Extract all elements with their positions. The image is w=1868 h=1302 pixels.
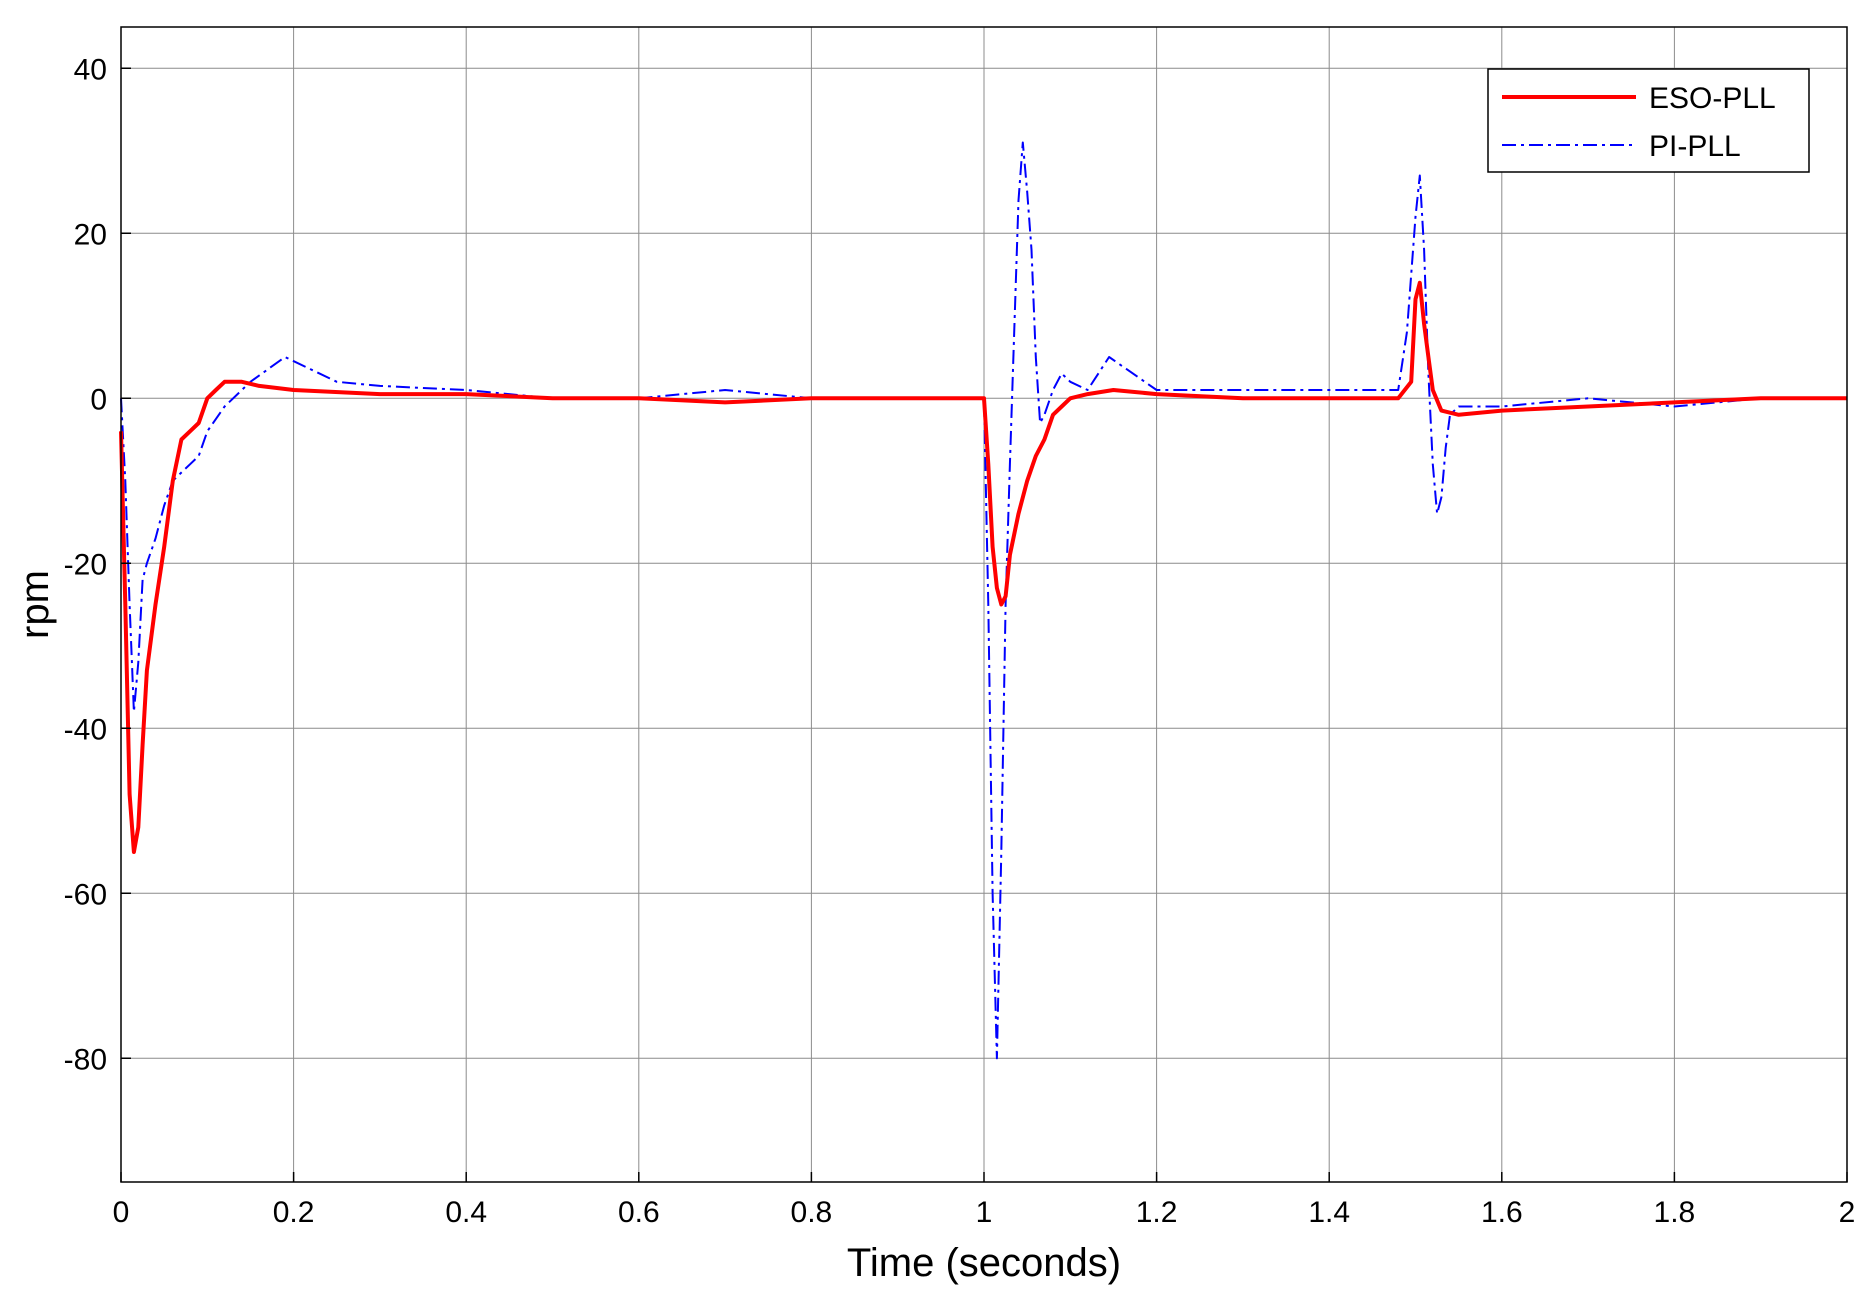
y-tick-label: -60 (64, 878, 107, 911)
x-tick-label: 0.8 (791, 1196, 833, 1229)
series-line-eso-pll (119, 280, 1847, 854)
legend: ESO-PLL PI-PLL (1487, 68, 1810, 173)
y-tick-label: -80 (64, 1043, 107, 1076)
y-tick-label: 40 (74, 53, 107, 86)
y-tick-label: -40 (64, 713, 107, 746)
series-lines (119, 141, 1847, 1060)
x-tick-label: 1 (976, 1196, 993, 1229)
y-tick-label: 20 (74, 218, 107, 251)
x-tick-label: 1.6 (1481, 1196, 1523, 1229)
axis-ticks: 0 0.2 0.4 0.6 0.8 1 1.2 1.4 1.6 1.8 2 40 20 0 -20 -40 -6… (64, 53, 1856, 1229)
legend-box (1487, 68, 1810, 173)
x-tick-label: 0.2 (273, 1196, 315, 1229)
x-axis-title: Time (seconds) (847, 1241, 1121, 1285)
x-tick-label: 0 (113, 1196, 130, 1229)
x-tick-label: 1.2 (1136, 1196, 1178, 1229)
x-tick-label: 0.6 (618, 1196, 660, 1229)
y-tick-label: 0 (90, 383, 107, 416)
y-axis-title: rpm (13, 570, 57, 639)
x-tick-label: 2 (1839, 1196, 1856, 1229)
x-tick-label: 1.8 (1654, 1196, 1696, 1229)
y-tick-label: -20 (64, 548, 107, 581)
legend-label: ESO-PLL (1649, 82, 1776, 115)
x-tick-label: 1.4 (1308, 1196, 1350, 1229)
series-line-pi-pll (120, 141, 1847, 1060)
legend-label: PI-PLL (1649, 130, 1741, 163)
x-tick-label: 0.4 (445, 1196, 487, 1229)
